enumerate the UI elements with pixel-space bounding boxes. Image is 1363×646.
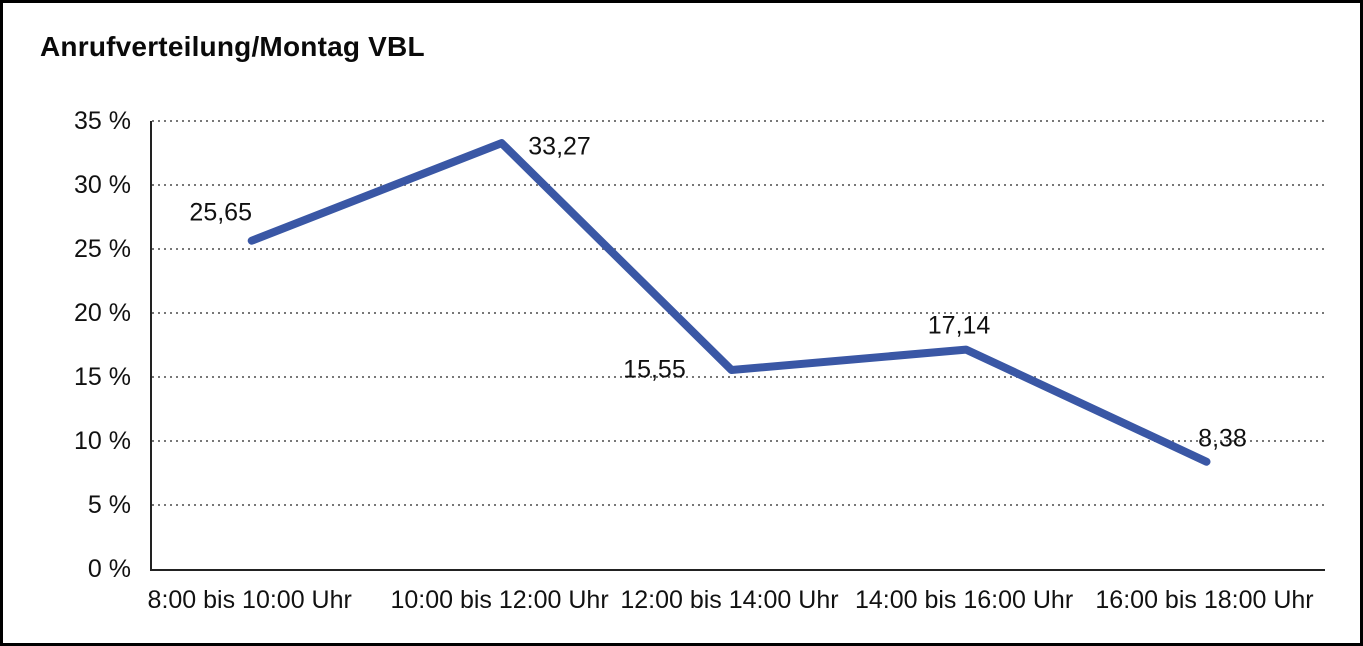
gridline: [152, 184, 1325, 186]
x-tick-label: 10:00 bis 12:00 Uhr: [390, 586, 609, 614]
y-tick-label: 15 %: [74, 363, 131, 391]
gridline: [152, 248, 1325, 250]
data-point-label: 17,14: [927, 311, 991, 340]
gridline: [152, 504, 1325, 506]
x-tick-label: 16:00 bis 18:00 Uhr: [1095, 586, 1314, 614]
y-tick-label: 0 %: [87, 555, 131, 583]
data-point-label: 8,38: [1198, 424, 1247, 453]
x-tick-label: 12:00 bis 14:00 Uhr: [620, 586, 839, 614]
data-point-label: 33,27: [528, 132, 591, 161]
data-line: [247, 139, 1211, 466]
y-tick-label: 25 %: [74, 235, 131, 263]
plot-area: [150, 120, 1325, 571]
y-tick-label: 30 %: [74, 171, 131, 199]
x-tick-label: 8:00 bis 10:00 Uhr: [147, 586, 352, 614]
data-point-label: 25,65: [189, 198, 252, 227]
y-tick-label: 5 %: [87, 491, 131, 519]
x-tick-label: 14:00 bis 16:00 Uhr: [854, 586, 1074, 614]
y-tick-label: 10 %: [74, 427, 131, 455]
gridline: [152, 120, 1325, 122]
data-line-svg: [247, 139, 1211, 466]
gridline: [152, 376, 1325, 378]
gridline: [152, 440, 1325, 442]
gridline: [152, 312, 1325, 314]
y-tick-label: 20 %: [74, 299, 131, 327]
y-tick-label: 35 %: [74, 107, 131, 135]
chart-title: Anrufverteilung/Montag VBL: [40, 31, 425, 62]
data-point-label: 15,55: [623, 355, 686, 384]
